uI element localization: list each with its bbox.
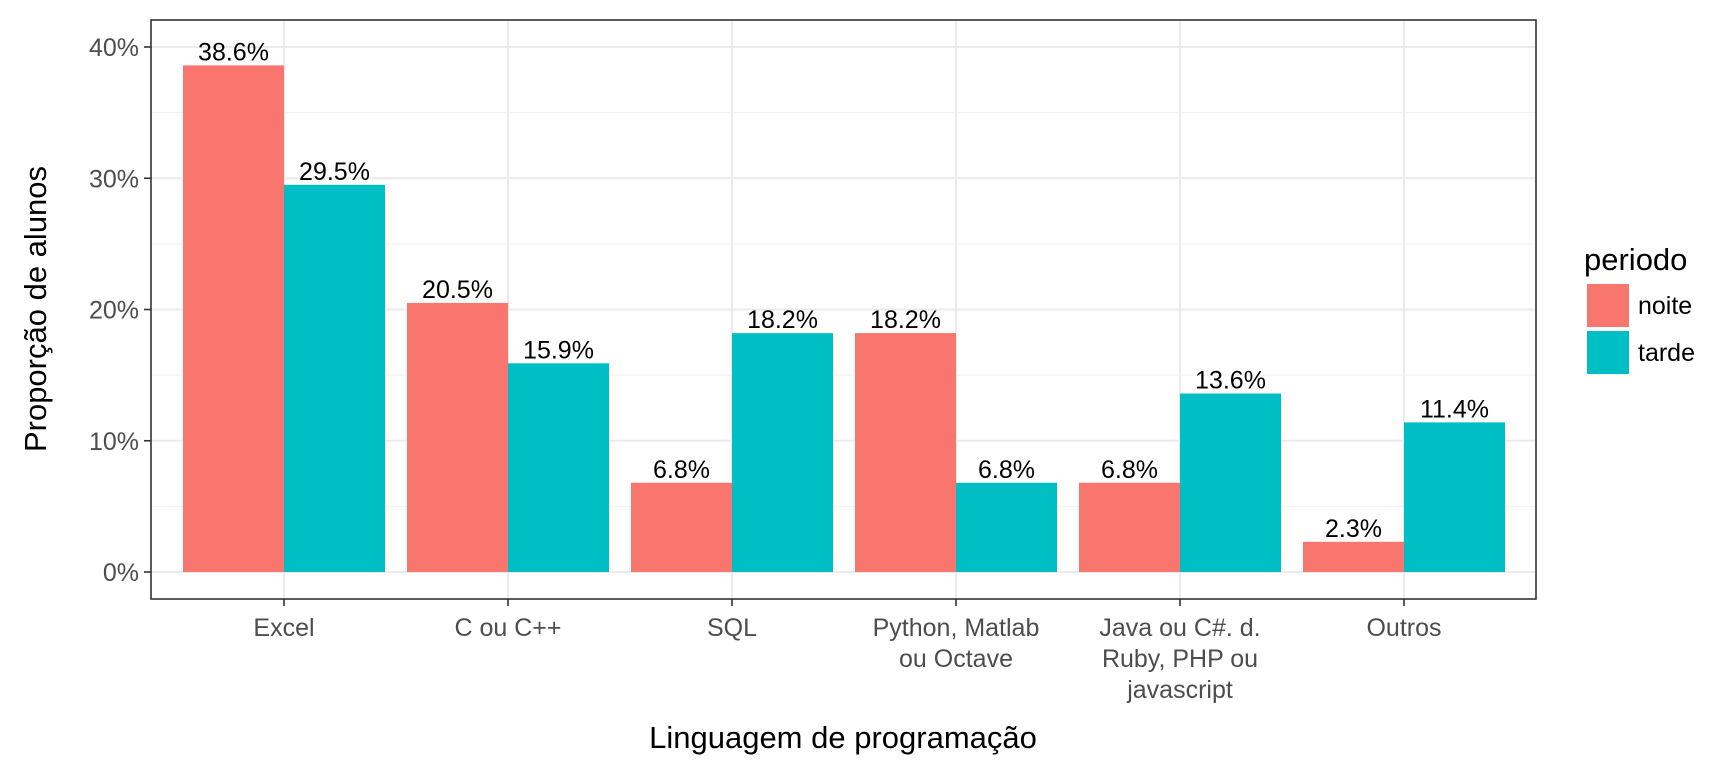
x-axis: Excel C ou C++ SQL Python, Matlab ou Octave J… [253,599,1442,704]
bar-tarde [732,333,833,572]
data-label-noite: 6.8% [1101,456,1158,484]
bar-tarde [284,184,385,572]
legend: periodo noite tarde [1584,242,1695,374]
x-axis-title: Linguagem de programação [649,720,1037,755]
legend-label-noite: noite [1638,292,1692,320]
bar-tarde [508,363,609,572]
bar-tarde [956,482,1057,572]
y-tick-label: 30% [89,165,139,193]
data-label-noite: 2.3% [1325,515,1382,543]
legend-key-tarde [1587,331,1629,374]
x-tick-label: Python, Matlab ou Octave [873,614,1040,673]
bar-tarde [1404,422,1505,572]
data-label-noite: 6.8% [653,456,710,484]
data-label-noite: 20.5% [422,276,493,304]
data-label-tarde: 15.9% [523,336,594,364]
data-label-tarde: 18.2% [747,306,818,334]
x-tick-label: C ou C++ [454,614,561,642]
y-tick-label: 20% [89,297,139,325]
data-labels: 38.6% 20.5% 6.8% 18.2% 6.8% 2.3% 29.5% 15.9% 18.… [198,38,1489,542]
y-axis: 0% 10% 20% 30% 40% [89,34,151,587]
y-tick-label: 10% [89,428,139,456]
data-label-tarde: 13.6% [1195,367,1266,395]
bar-noite [631,482,732,572]
bar-noite [407,302,508,572]
bar-noite [183,65,284,572]
y-axis-title: Proporção de alunos [18,166,53,452]
y-tick-label: 0% [103,559,139,587]
x-tick-label: SQL [707,614,757,642]
data-label-tarde: 29.5% [299,158,370,186]
bar-noite [855,333,956,572]
data-label-tarde: 11.4% [1420,395,1489,423]
y-tick-label: 40% [89,34,139,62]
legend-key-noite [1587,284,1629,327]
bar-noite [1303,541,1404,572]
x-tick-label: Excel [253,614,314,642]
data-label-tarde: 6.8% [978,456,1035,484]
bar-tarde [1180,393,1281,572]
bar-noite [1079,482,1180,572]
x-tick-label: Java ou C#. d. Ruby, PHP ou javascript [1099,614,1260,704]
legend-label-tarde: tarde [1638,339,1695,367]
data-label-noite: 38.6% [198,38,269,66]
data-label-noite: 18.2% [870,306,941,334]
bars [183,65,1505,572]
legend-title: periodo [1584,242,1687,277]
x-tick-label: Outros [1366,614,1441,642]
